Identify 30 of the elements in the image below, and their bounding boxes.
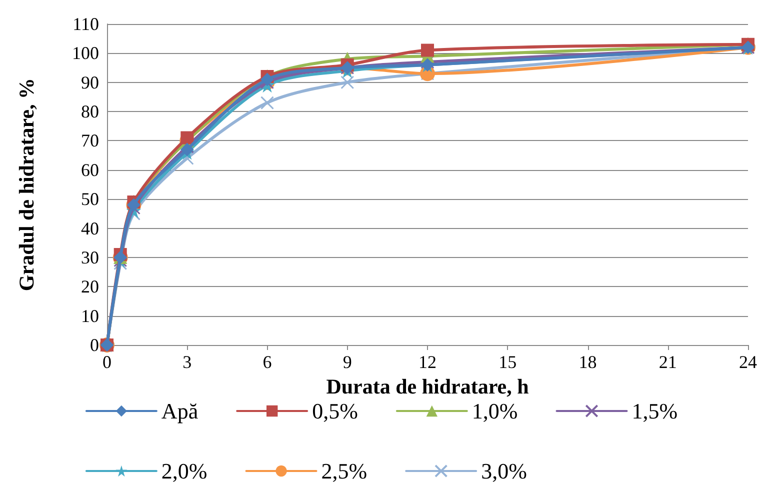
x-tick-label: 0 <box>102 352 112 372</box>
y-tick-label: 70 <box>81 130 99 151</box>
legend-label: 3,0% <box>481 458 527 484</box>
y-tick-label: 90 <box>81 72 99 92</box>
legend-label: Apă <box>161 398 198 424</box>
x-axis-title: Durata de hidratare, h <box>326 374 530 398</box>
legend-label: 2,5% <box>321 458 368 484</box>
x-tick-label: 6 <box>262 352 272 372</box>
x-tick-label: 24 <box>739 352 757 372</box>
x-tick-label: 3 <box>182 352 192 372</box>
legend-label: 1,0% <box>472 398 518 424</box>
legend-label: 1,5% <box>632 398 678 424</box>
x-tick-label: 9 <box>342 352 352 372</box>
y-tick-label: 50 <box>81 189 99 210</box>
y-tick-label: 100 <box>72 43 99 64</box>
x-tick-label: 15 <box>498 352 517 372</box>
y-axis-title: Gradul de hidratare, % <box>14 78 38 292</box>
legend-label: 0,5% <box>312 398 358 424</box>
x-tick-label: 21 <box>658 352 677 372</box>
y-tick-label: 40 <box>81 218 99 238</box>
y-tick-label: 110 <box>72 14 99 34</box>
x-tick-label: 12 <box>418 352 436 372</box>
y-tick-label: 10 <box>81 306 99 326</box>
y-tick-label: 0 <box>90 335 99 355</box>
x-tick-label: 18 <box>578 352 597 372</box>
y-tick-label: 80 <box>81 102 99 122</box>
y-tick-label: 30 <box>81 247 99 268</box>
y-tick-label: 60 <box>81 160 99 180</box>
legend-label: 2,0% <box>161 458 208 484</box>
y-tick-label: 20 <box>81 276 99 297</box>
